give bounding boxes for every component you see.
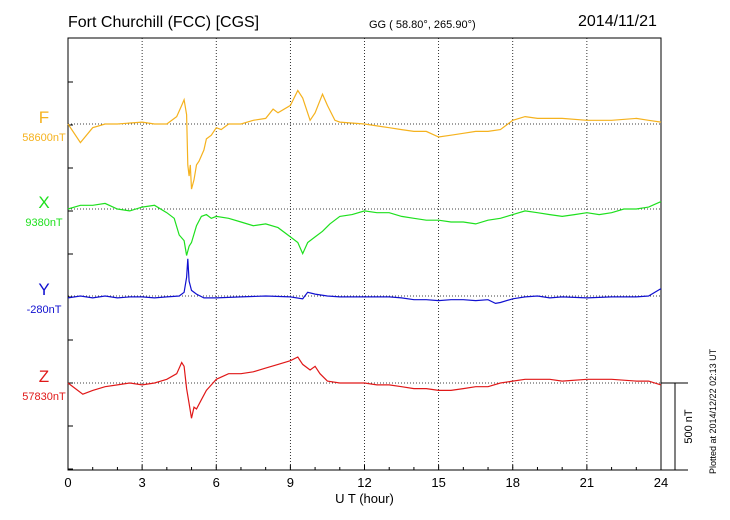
x-tick-label: 9 — [287, 475, 294, 490]
x-tick-label: 3 — [139, 475, 146, 490]
scale-bar-label: 500 nT — [683, 409, 695, 444]
series-name-z: Z — [39, 367, 49, 386]
series-name-x: X — [38, 193, 49, 212]
chart-title: Fort Churchill (FCC) [CGS] — [68, 14, 260, 31]
series-baseline-label-f: 58600nT — [22, 132, 66, 144]
series-name-f: F — [39, 108, 49, 127]
x-tick-label: 24 — [654, 475, 668, 490]
series-baseline-label-x: 9380nT — [25, 217, 63, 229]
station-coordinates: GG ( 58.80°, 265.90°) — [369, 19, 476, 31]
series-name-y: Y — [38, 280, 49, 299]
series-line-z — [67, 356, 662, 419]
series-line-x — [67, 201, 662, 256]
series-line-f — [67, 89, 662, 190]
x-tick-label: 12 — [357, 475, 371, 490]
x-tick-label: 0 — [64, 475, 71, 490]
x-tick-label: 15 — [431, 475, 445, 490]
series-line-y — [67, 258, 662, 305]
x-tick-label: 21 — [580, 475, 594, 490]
chart-date: 2014/11/21 — [578, 13, 657, 30]
x-tick-label: 6 — [213, 475, 220, 490]
x-axis-label: U T (hour) — [335, 491, 394, 506]
x-tick-label: 18 — [506, 475, 520, 490]
series-baseline-label-y: -280nT — [27, 304, 62, 316]
series-baseline-label-z: 57830nT — [22, 391, 66, 403]
